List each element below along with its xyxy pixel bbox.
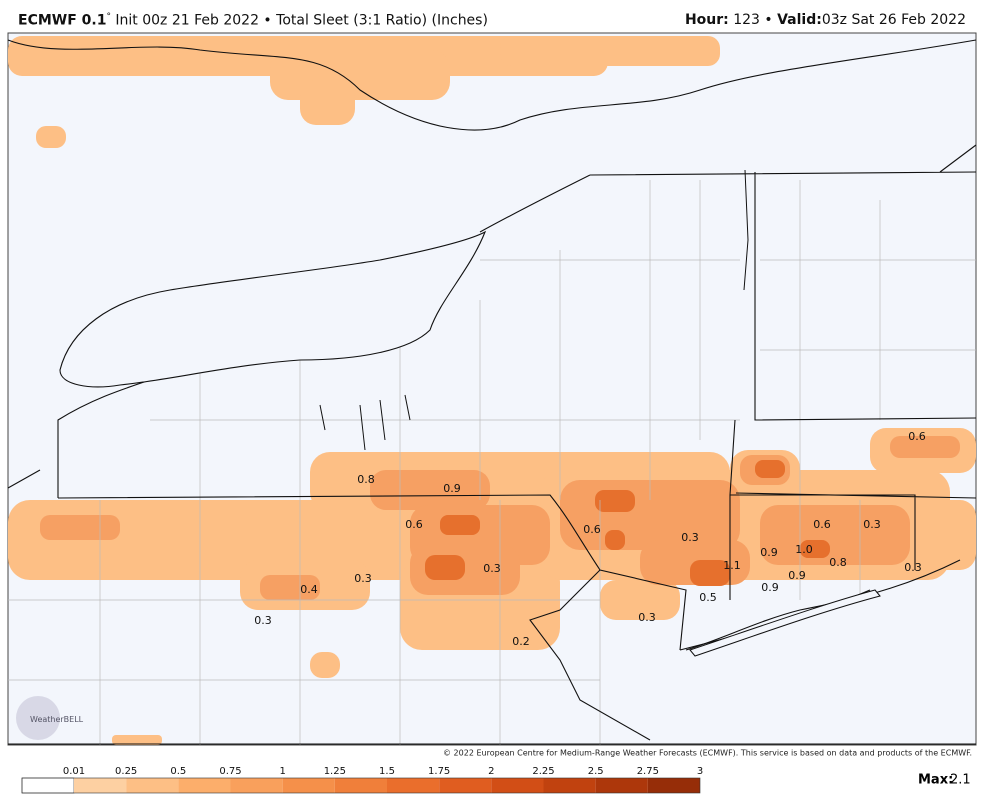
colorbar-tick-label: 0.25 <box>115 766 137 777</box>
colorbar-tick-label: 1 <box>279 766 285 777</box>
model: ECMWF 0.1 <box>18 12 107 29</box>
map-label: 0.3 <box>638 611 656 624</box>
colorbar-segment <box>21 777 75 794</box>
max-label: Max: <box>918 773 953 788</box>
map-label: 0.5 <box>699 591 717 604</box>
long-island <box>689 589 881 657</box>
map-label: 0.8 <box>357 473 375 486</box>
map-label: 0.3 <box>904 561 922 574</box>
header-left: ECMWF 0.1° Init 00z 21 Feb 2022 • Total … <box>18 12 488 29</box>
colorbar-tick-label: 2.5 <box>588 766 604 777</box>
colorbar-tick-label: 1.75 <box>428 766 450 777</box>
lake-ontario <box>59 230 487 388</box>
map-label: 1.0 <box>795 543 813 556</box>
valid-label: Valid: <box>777 12 822 28</box>
degree: ° <box>106 12 111 22</box>
map-label: 0.6 <box>405 518 423 531</box>
colorbar-tick-label: 2 <box>488 766 494 777</box>
colorbar-segment <box>387 778 440 793</box>
colorbar-frame <box>21 777 701 794</box>
colorbar-segment <box>126 778 179 793</box>
colorbar-segment <box>491 778 544 793</box>
description: Init 00z 21 Feb 2022 • Total Sleet (3:1 … <box>115 12 488 29</box>
map-label: 0.6 <box>908 430 926 443</box>
borders <box>7 39 977 745</box>
map-label: 1.1 <box>723 559 741 572</box>
county-lines <box>8 180 976 745</box>
colorbar-tick-label: 1.25 <box>324 766 346 777</box>
colorbar-segment <box>595 778 648 793</box>
copyright: © 2022 European Centre for Medium-Range … <box>443 749 972 758</box>
map-label: 0.3 <box>354 572 372 585</box>
colorbar-segment <box>282 778 335 793</box>
map-label: 0.3 <box>254 614 272 627</box>
logo: WeatherBELL <box>30 715 84 724</box>
hour: 123 <box>733 12 760 28</box>
map-label: 0.3 <box>681 531 699 544</box>
colorbar-tick-label: 0.75 <box>219 766 241 777</box>
colorbar-tick-label: 3 <box>697 766 703 777</box>
colorbar-tick-label: 2.75 <box>637 766 659 777</box>
map-label: 0.3 <box>863 518 881 531</box>
map-label: 0.3 <box>483 562 501 575</box>
colorbar-tick-label: 2.25 <box>532 766 554 777</box>
map-label: 0.8 <box>829 556 847 569</box>
valid: 03z Sat 26 Feb 2022 <box>821 12 966 28</box>
colorbar-tick-label: 0.5 <box>170 766 186 777</box>
lake-champlain <box>743 169 749 291</box>
colorbar-segment <box>178 778 231 793</box>
colorbar-tick-label: 1.5 <box>379 766 395 777</box>
hour-label: Hour: <box>684 12 729 28</box>
map-label: 0.4 <box>300 583 318 596</box>
colorbar-segment <box>334 778 387 793</box>
colorbar-segment <box>74 778 127 793</box>
map-label: 0.9 <box>443 482 461 495</box>
map-label: 0.2 <box>512 635 530 648</box>
max: 2.1 <box>950 773 971 788</box>
logo-mark <box>16 696 60 740</box>
finger-lakes <box>319 394 411 451</box>
separator: • <box>764 12 773 28</box>
colorbar-tick-label: 0.01 <box>63 766 85 777</box>
header-right: Hour: 123 • Valid:03z Sat 26 Feb 2022 <box>685 12 966 28</box>
colorbar-segment <box>439 778 492 793</box>
map-label: 0.6 <box>813 518 831 531</box>
colorbar-segment <box>543 778 596 793</box>
map-label: 0.9 <box>760 546 778 559</box>
map-label: 0.6 <box>583 523 601 536</box>
map-label: 0.9 <box>761 581 779 594</box>
colorbar-segment <box>647 778 700 793</box>
map-label: 0.9 <box>788 569 806 582</box>
precip-heavy <box>425 460 830 586</box>
colorbar-segment <box>230 778 283 793</box>
